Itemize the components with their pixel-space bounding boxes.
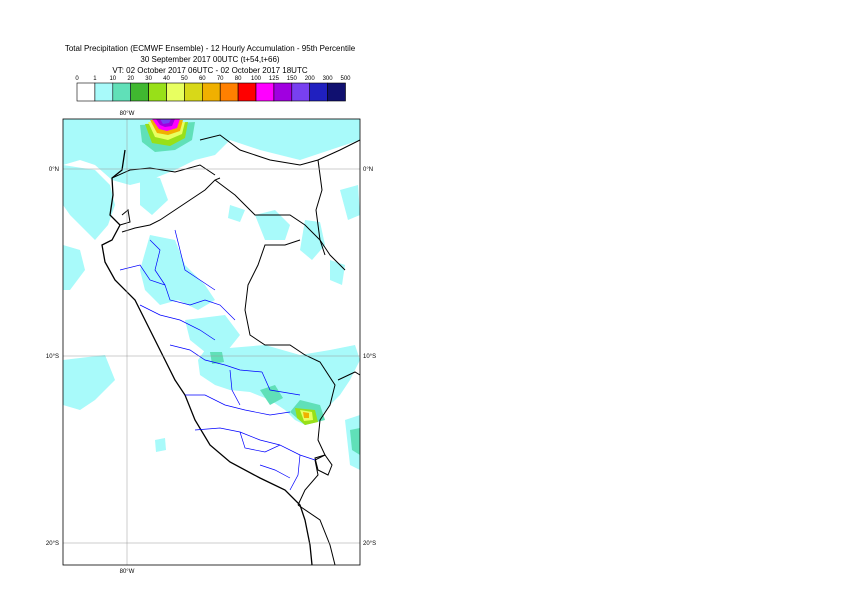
- graticule: [63, 119, 360, 565]
- legend-level-label: 300: [323, 76, 334, 82]
- bolivia-border: [337, 371, 361, 381]
- venezuela-border: [199, 134, 361, 166]
- coastline: [101, 149, 313, 566]
- lon-label-top: 80°W: [120, 111, 135, 117]
- ecuador-peru-border: [121, 177, 221, 233]
- lon-label-bottom: 80°W: [120, 569, 135, 575]
- precipitation-legend: 0 1 10 20 30 40 50 60 70 80 100 125 150 200 300 500: [75, 76, 351, 102]
- legend-level-label: 70: [217, 76, 224, 82]
- lat-label-left-10s: 10°S: [46, 354, 59, 360]
- chart-title-line3: VT: 02 October 2017 06UTC - 02 October 2…: [112, 66, 308, 75]
- country-borders: [101, 134, 361, 566]
- lat-label-right-10s: 10°S: [363, 354, 376, 360]
- legend-level-label: 60: [199, 76, 206, 82]
- legend-level-label: 1: [93, 76, 97, 82]
- legend-color-swatch: [327, 82, 346, 102]
- legend-level-label: 100: [251, 76, 262, 82]
- lat-label-left-20s: 20°S: [46, 541, 59, 547]
- legend-level-label: 200: [305, 76, 316, 82]
- lake-titicaca: [314, 454, 333, 476]
- legend-level-label: 30: [145, 76, 152, 82]
- legend-level-label: 10: [109, 76, 116, 82]
- gulf-coast-detail: [119, 209, 131, 226]
- lat-label-left-0: 0°N: [49, 167, 59, 173]
- brazil-north-border: [315, 159, 346, 271]
- legend-level-label: 40: [163, 76, 170, 82]
- legend-level-label: 0: [75, 76, 79, 82]
- chart-title-line1: Total Precipitation (ECMWF Ensemble) - 1…: [64, 44, 356, 53]
- legend-level-label: 50: [181, 76, 188, 82]
- bolivia-chile-border: [297, 504, 336, 566]
- legend-level-label: 20: [127, 76, 134, 82]
- lat-label-right-20s: 20°S: [363, 541, 376, 547]
- lat-label-right-0: 0°N: [363, 167, 373, 173]
- legend-level-label: 500: [340, 76, 351, 82]
- peru-brazil-border: [244, 239, 336, 456]
- legend-level-label: 80: [235, 76, 242, 82]
- map-frame: [62, 118, 361, 566]
- chart-title-line2: 30 September 2017 00UTC (t+54,t+66): [140, 55, 280, 64]
- regional-borders: [119, 229, 316, 491]
- legend-level-label: 150: [287, 76, 298, 82]
- peru-chile-border: [297, 454, 326, 506]
- precip-field-heavy: [145, 119, 318, 425]
- legend-level-label: 125: [269, 76, 280, 82]
